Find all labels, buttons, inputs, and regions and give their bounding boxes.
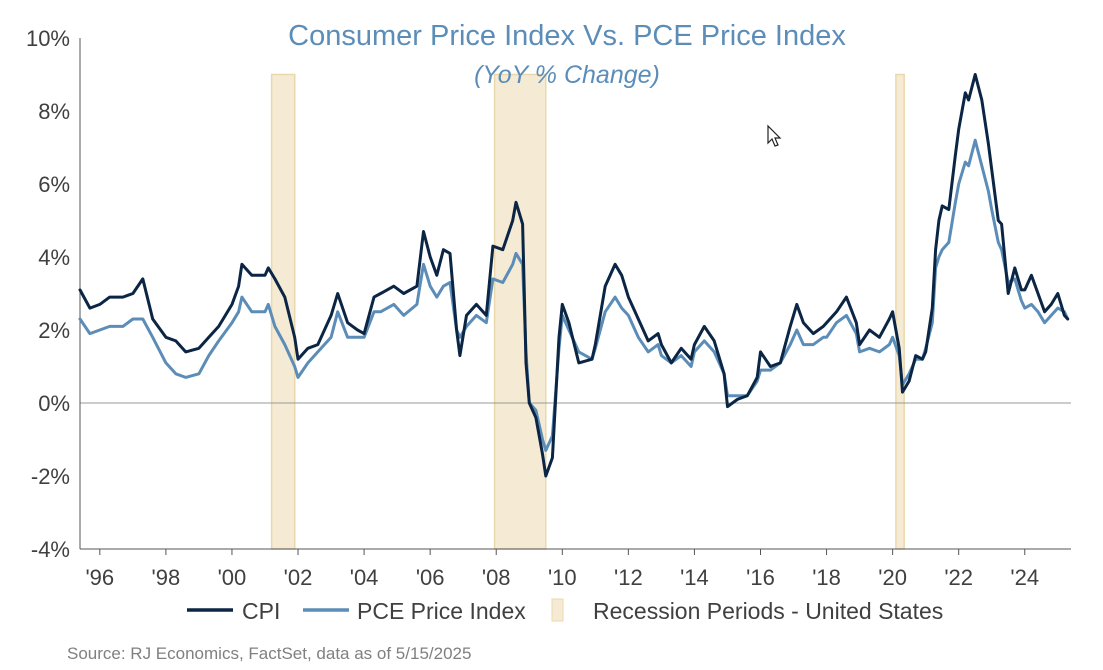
x-tick-label: '06 xyxy=(416,565,445,590)
x-tick-label: '22 xyxy=(944,565,973,590)
x-tick-label: '16 xyxy=(746,565,775,590)
x-tick-label: '24 xyxy=(1010,565,1039,590)
mouse-pointer-icon xyxy=(767,124,782,147)
chart-title: Consumer Price Index Vs. PCE Price Index xyxy=(288,20,846,52)
x-tick-labels: '96 '98 '00 '02 '04 '06 '08 '10 '12 '14 '16 '18 '20 '… xyxy=(85,549,1039,590)
x-tick-label: '00 xyxy=(218,565,247,590)
cpi-line xyxy=(78,73,1070,478)
y-tick-label: 8% xyxy=(38,99,70,124)
legend: CPI PCE Price Index Recession Periods - … xyxy=(187,598,943,624)
legend-pce-label: PCE Price Index xyxy=(357,598,526,624)
x-tick-label: '18 xyxy=(812,565,841,590)
legend-cpi-label: CPI xyxy=(242,598,280,624)
y-tick-label: 10% xyxy=(26,26,70,51)
y-tick-label: 4% xyxy=(38,245,70,270)
x-tick-label: '98 xyxy=(152,565,181,590)
y-tick-label: -4% xyxy=(31,537,70,562)
recession-layer xyxy=(270,73,905,550)
x-tick-label: '12 xyxy=(614,565,643,590)
y-tick-label: 6% xyxy=(38,172,70,197)
recession-band-2 xyxy=(493,73,547,550)
chart-subtitle: (YoY % Change) xyxy=(474,61,660,89)
source-note: Source: RJ Economics, FactSet, data as o… xyxy=(67,644,471,663)
x-tick-label: '96 xyxy=(85,565,114,590)
pce-line xyxy=(78,138,1070,452)
recession-band-3 xyxy=(895,73,905,550)
y-tick-labels: -4% -2% 0% 2% 4% 6% 8% 10% xyxy=(26,26,70,562)
legend-recession-swatch xyxy=(551,598,564,622)
recession-band-1 xyxy=(270,73,296,550)
x-tick-label: '10 xyxy=(548,565,577,590)
x-tick-label: '14 xyxy=(680,565,709,590)
y-tick-label: 0% xyxy=(38,391,70,416)
x-tick-label: '04 xyxy=(350,565,379,590)
y-tick-label: 2% xyxy=(38,318,70,343)
series-layer xyxy=(78,73,1070,478)
y-tick-label: -2% xyxy=(31,464,70,489)
x-tick-label: '02 xyxy=(284,565,313,590)
legend-recession-label: Recession Periods - United States xyxy=(593,598,943,624)
x-tick-label: '20 xyxy=(878,565,907,590)
x-tick-label: '08 xyxy=(482,565,511,590)
